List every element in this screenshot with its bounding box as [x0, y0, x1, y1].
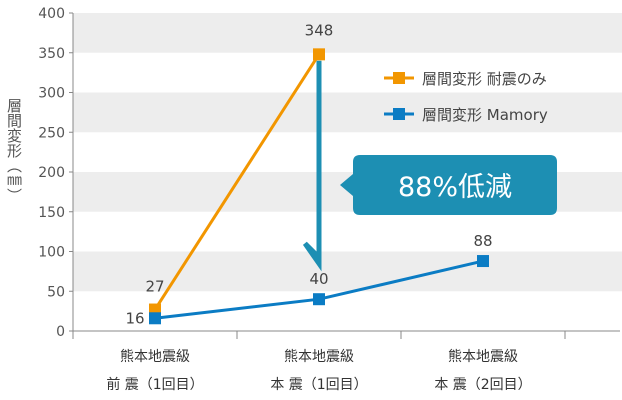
- grid-band: [73, 13, 622, 53]
- data-point: [477, 255, 489, 268]
- series-group: 27 348 16 40 88: [125, 21, 492, 327]
- y-tick-label: 300: [38, 86, 65, 102]
- legend-label: 層間変形 Mamory: [422, 106, 548, 124]
- grid-band: [73, 92, 622, 133]
- reduction-arrow: [302, 60, 322, 272]
- category-label: 熊本地震級: [120, 349, 190, 365]
- y-tick-label: 400: [38, 6, 65, 22]
- series-line: [153, 53, 321, 311]
- data-point: [149, 312, 161, 325]
- data-label: 16: [125, 309, 144, 327]
- category-label: 熊本地震級: [284, 349, 354, 365]
- grid-bands: [73, 13, 622, 292]
- data-label: 27: [145, 278, 164, 296]
- callout-text: 88%低減: [398, 172, 512, 203]
- legend-swatch-marker: [393, 108, 405, 120]
- category-label: 本 震（2回目）: [434, 377, 531, 393]
- y-tick-label: 200: [38, 165, 65, 181]
- axes: [69, 12, 620, 339]
- data-label: 348: [305, 21, 334, 39]
- y-tick-label: 0: [56, 324, 65, 340]
- data-label: 40: [309, 270, 328, 288]
- grid-band: [73, 251, 622, 292]
- y-tick-label: 350: [38, 46, 65, 62]
- y-tick-label: 150: [38, 205, 65, 221]
- y-tick-label: 50: [47, 284, 65, 300]
- y-tick-labels: 0 50 100 150 200 250 300 350 400: [38, 6, 65, 340]
- category-label: 本 震（1回目）: [270, 377, 367, 393]
- y-tick-label: 250: [38, 125, 65, 141]
- y-axis-label: 層間変形（㎜）: [5, 98, 23, 203]
- y-tick-label: 100: [38, 245, 65, 261]
- legend-label: 層間変形 耐震のみ: [422, 70, 547, 88]
- category-label: 熊本地震級: [448, 349, 518, 365]
- callout-bubble: [340, 155, 557, 215]
- category-label: 前 震（1回目）: [106, 376, 203, 393]
- legend-swatch-marker: [393, 72, 405, 84]
- reduction-callout: 88%低減: [340, 155, 557, 215]
- arrow-head: [302, 241, 322, 272]
- data-point: [313, 48, 325, 61]
- data-label: 88: [473, 232, 492, 250]
- data-point: [313, 293, 325, 306]
